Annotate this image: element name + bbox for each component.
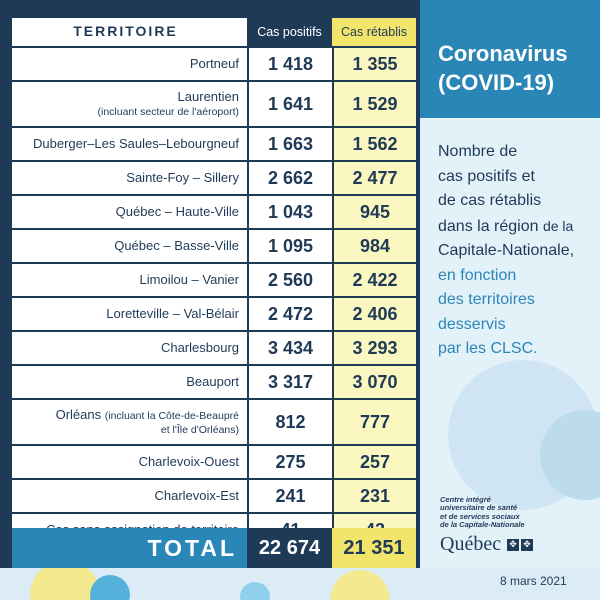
territory-name: Québec – Haute-Ville bbox=[115, 203, 239, 219]
header-cas-retablis: Cas rétablis bbox=[332, 18, 416, 46]
title-line-2: (COVID-19) bbox=[438, 69, 555, 95]
positive-count: 812 bbox=[247, 400, 332, 444]
table-row: Beauport 3 317 3 070 bbox=[12, 366, 416, 400]
recovered-count: 1 529 bbox=[332, 82, 416, 126]
positive-count: 1 418 bbox=[247, 48, 332, 80]
table-row: Sainte-Foy – Sillery 2 662 2 477 bbox=[12, 162, 416, 196]
recovered-count: 231 bbox=[332, 480, 416, 512]
ciusss-logo: Centre intégré universitaire de santé et… bbox=[440, 495, 590, 556]
territory-name: Québec – Basse-Ville bbox=[114, 237, 239, 253]
territory-name: Charlevoix-Est bbox=[154, 487, 239, 503]
recovered-count: 3 070 bbox=[332, 366, 416, 398]
positive-count: 1 641 bbox=[247, 82, 332, 126]
table-row: Loretteville – Val-Bélair 2 472 2 406 bbox=[12, 298, 416, 332]
description-line: cas positifs et bbox=[438, 167, 535, 185]
positive-count: 1 663 bbox=[247, 128, 332, 160]
description-line: Capitale-Nationale, bbox=[438, 242, 575, 259]
logo-line: et de services sociaux bbox=[440, 511, 520, 521]
territory-name: Orléans bbox=[55, 407, 102, 423]
virus-decoration bbox=[240, 582, 270, 600]
logo-line: universitaire de santé bbox=[440, 503, 518, 513]
cases-table: TERRITOIRE Cas positifs Cas rétablis Por… bbox=[12, 18, 416, 548]
table-row: Duberger–Les Saules–Lebourgneuf 1 663 1 … bbox=[12, 128, 416, 162]
logo-line: Centre intégré bbox=[440, 495, 491, 504]
recovered-count: 2 406 bbox=[332, 298, 416, 330]
description-line: desservis bbox=[438, 315, 506, 333]
logo-line: de la Capitale-Nationale bbox=[440, 519, 525, 529]
table-row: Québec – Haute-Ville 1 043 945 bbox=[12, 196, 416, 230]
territory-name: Portneuf bbox=[189, 55, 239, 71]
fleurdelise-icon: ✥ ✥ bbox=[507, 538, 535, 551]
recovered-count: 2 422 bbox=[332, 264, 416, 296]
territory-note: et l'Île d'Orléans) bbox=[160, 423, 239, 436]
description-line: de cas rétablis bbox=[438, 192, 542, 209]
territory-note: (incluant secteur de l'aéroport) bbox=[97, 105, 240, 118]
positive-count: 2 662 bbox=[247, 162, 332, 194]
recovered-count: 945 bbox=[332, 196, 416, 228]
right-panel-light-background bbox=[420, 118, 600, 600]
description: Nombre de cas positifs et de cas rétabli… bbox=[438, 140, 598, 362]
table-row: Limoilou – Vanier 2 560 2 422 bbox=[12, 264, 416, 298]
territory-name: Sainte-Foy – Sillery bbox=[126, 169, 239, 185]
territory-name: Laurentien bbox=[177, 89, 239, 105]
table-row: Charlevoix-Ouest 275 257 bbox=[12, 446, 416, 480]
total-recovered-count: 21 351 bbox=[332, 528, 416, 568]
territory-name: Charlesbourg bbox=[160, 339, 239, 355]
page-title: Coronavirus (COVID-19) bbox=[438, 40, 598, 97]
table-row: Laurentien (incluant secteur de l'aéropo… bbox=[12, 82, 416, 128]
positive-count: 3 317 bbox=[247, 366, 332, 398]
positive-count: 2 472 bbox=[247, 298, 332, 330]
territory-name: Limoilou – Vanier bbox=[139, 271, 239, 287]
territory-name: Loretteville – Val-Bélair bbox=[106, 305, 239, 321]
table-row: Orléans (incluant la Côte-de-Beaupré et … bbox=[12, 400, 416, 446]
positive-count: 275 bbox=[247, 446, 332, 478]
recovered-count: 3 293 bbox=[332, 332, 416, 364]
positive-count: 3 434 bbox=[247, 332, 332, 364]
territory-name: Duberger–Les Saules–Lebourgneuf bbox=[33, 135, 239, 151]
description-line: Nombre de bbox=[438, 143, 518, 160]
title-line-1: Coronavirus bbox=[438, 41, 568, 66]
total-positive-count: 22 674 bbox=[247, 528, 332, 568]
positive-count: 241 bbox=[247, 480, 332, 512]
description-line: de la bbox=[542, 217, 574, 234]
recovered-count: 777 bbox=[332, 400, 416, 444]
header-territoire: TERRITOIRE bbox=[12, 18, 247, 46]
positive-count: 2 560 bbox=[247, 264, 332, 296]
recovered-count: 1 355 bbox=[332, 48, 416, 80]
table-row: Québec – Basse-Ville 1 095 984 bbox=[12, 230, 416, 264]
description-line: des territoires bbox=[438, 291, 535, 308]
total-row: TOTAL 22 674 21 351 bbox=[12, 528, 416, 568]
table-header: TERRITOIRE Cas positifs Cas rétablis bbox=[12, 18, 416, 48]
virus-decoration bbox=[90, 575, 130, 600]
positive-count: 1 095 bbox=[247, 230, 332, 262]
header-cas-positifs: Cas positifs bbox=[247, 18, 332, 46]
table-row: Portneuf 1 418 1 355 bbox=[12, 48, 416, 82]
total-label: TOTAL bbox=[12, 528, 247, 568]
quebec-wordmark: Québec bbox=[440, 533, 502, 555]
recovered-count: 1 562 bbox=[332, 128, 416, 160]
table-row: Charlesbourg 3 434 3 293 bbox=[12, 332, 416, 366]
territory-name: Charlevoix-Ouest bbox=[138, 453, 239, 469]
description-line: par les CLSC. bbox=[438, 340, 538, 357]
description-line: en fonction bbox=[438, 266, 517, 284]
description-line: dans la région bbox=[438, 217, 539, 235]
territory-note: (incluant la Côte-de-Beaupré bbox=[104, 410, 239, 423]
recovered-count: 257 bbox=[332, 446, 416, 478]
publication-date: 8 mars 2021 bbox=[500, 574, 567, 588]
positive-count: 1 043 bbox=[247, 196, 332, 228]
recovered-count: 984 bbox=[332, 230, 416, 262]
recovered-count: 2 477 bbox=[332, 162, 416, 194]
table-row: Charlevoix-Est 241 231 bbox=[12, 480, 416, 514]
territory-name: Beauport bbox=[186, 373, 239, 389]
